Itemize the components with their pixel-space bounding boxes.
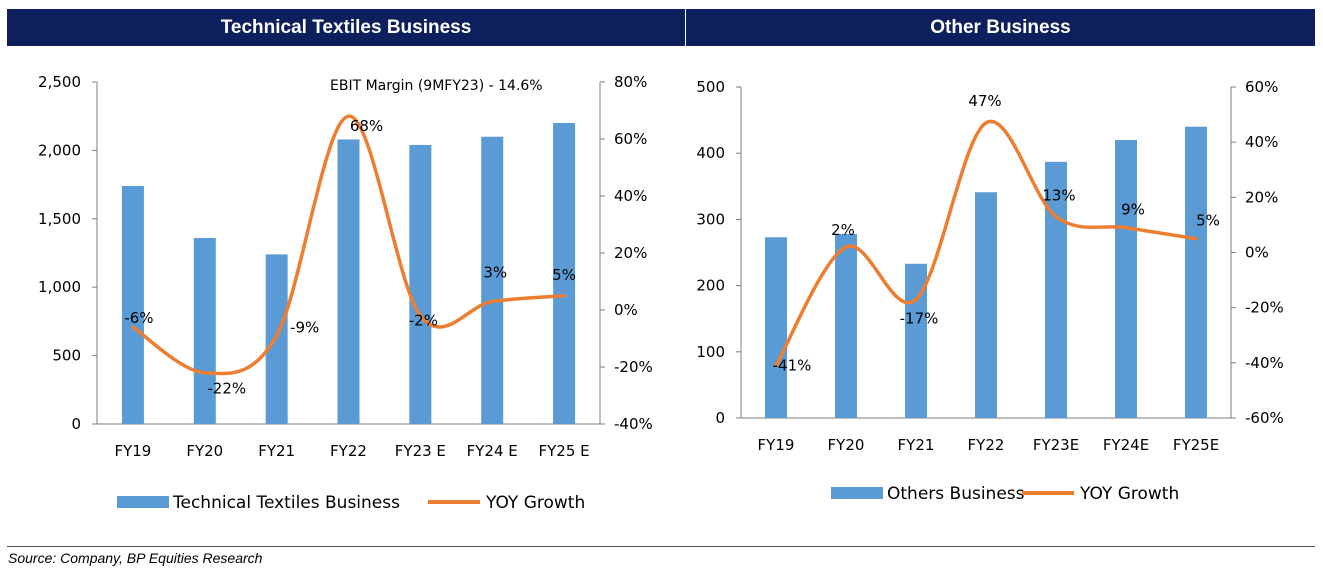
bar-fy22 xyxy=(975,192,997,418)
technical-textiles-chart: 0 500 1,000 1,500 2,000 2,500 -40% -20% 0% 20% 40%… xyxy=(38,73,653,513)
bar-fy23e xyxy=(1045,161,1067,418)
x-tick-label: FY22 xyxy=(968,436,1005,454)
legend-label-line: YOY Growth xyxy=(1079,484,1179,504)
legend-swatch-bar xyxy=(831,487,883,499)
legend-label-bar: Technical Textiles Business xyxy=(172,493,400,513)
bar-fy19 xyxy=(121,185,144,424)
x-tick-label: FY21 xyxy=(898,436,935,454)
x-tick-label: FY25 E xyxy=(539,442,590,460)
y2-tick-label: -20% xyxy=(1245,299,1284,317)
y2-tick-label: -40% xyxy=(1245,354,1284,372)
y2-tick-label: 40% xyxy=(1245,133,1278,151)
bar-fy22 xyxy=(337,139,360,424)
bar-fy20 xyxy=(835,233,857,418)
y2-tick-label: 20% xyxy=(1245,188,1278,206)
x-tick-label: FY23E xyxy=(1033,436,1079,454)
data-label: 3% xyxy=(483,263,507,281)
other-business-chart: 0 100 200 300 400 500 -60% -40% -20% 0% 20% 40% 60% F… xyxy=(696,78,1284,504)
y-tick-label: 100 xyxy=(696,343,725,361)
y-tick-label: 0 xyxy=(715,409,725,427)
x-tick-label: FY20 xyxy=(186,442,223,460)
y2-tick-label: 60% xyxy=(1245,78,1278,96)
source-note: Source: Company, BP Equities Research xyxy=(8,550,263,566)
y2-tick-label: 60% xyxy=(614,130,647,148)
yoy-growth-line xyxy=(131,114,566,376)
ebit-margin-annotation: EBIT Margin (9MFY23) - 14.6% xyxy=(330,78,543,94)
y2-tick-label: 40% xyxy=(614,187,647,205)
y2-tick-label: 0% xyxy=(1245,244,1269,262)
data-label: -6% xyxy=(124,309,153,327)
x-tick-label: FY23 E xyxy=(395,442,446,460)
y-tick-label: 1,000 xyxy=(38,278,81,296)
legend-label-bar: Others Business xyxy=(887,484,1025,504)
data-label: -41% xyxy=(773,357,812,375)
y2-tick-label: 80% xyxy=(614,73,647,91)
legend-swatch-bar xyxy=(117,496,169,508)
data-label: -22% xyxy=(207,380,246,398)
y-tick-label: 400 xyxy=(696,144,725,162)
y-tick-label: 2,500 xyxy=(38,73,81,91)
bar-fy19 xyxy=(765,237,787,418)
chart-title-technical-textiles: Technical Textiles Business xyxy=(7,9,685,46)
data-label: 5% xyxy=(1196,212,1220,230)
y-tick-label: 1,500 xyxy=(38,210,81,228)
data-label: 2% xyxy=(831,221,855,239)
data-label: 47% xyxy=(968,92,1001,110)
legend-label-line: YOY Growth xyxy=(485,493,585,513)
y-tick-label: 300 xyxy=(696,210,725,228)
data-label: -2% xyxy=(409,312,438,330)
y-tick-label: 500 xyxy=(696,78,725,96)
x-tick-label: FY24 E xyxy=(467,442,518,460)
y-tick-label: 200 xyxy=(696,277,725,295)
y2-tick-label: -20% xyxy=(614,358,653,376)
yoy-growth-line xyxy=(774,119,1198,368)
data-label: 68% xyxy=(350,117,383,135)
bar-fy21 xyxy=(265,254,288,424)
data-label: 5% xyxy=(552,266,576,284)
x-tick-label: FY19 xyxy=(114,442,151,460)
data-label: 9% xyxy=(1121,201,1145,219)
chart-title-other-business: Other Business xyxy=(686,9,1315,46)
bar-fy20 xyxy=(193,237,216,424)
bar-fy25e xyxy=(1185,126,1207,418)
y2-tick-label: 20% xyxy=(614,244,647,262)
x-tick-label: FY24E xyxy=(1103,436,1149,454)
x-tick-label: FY20 xyxy=(828,436,865,454)
x-tick-label: FY21 xyxy=(258,442,295,460)
y-tick-label: 0 xyxy=(71,415,81,433)
y-tick-label: 2,000 xyxy=(38,141,81,159)
x-tick-label: FY22 xyxy=(330,442,367,460)
data-label: 13% xyxy=(1042,187,1075,205)
data-label: -17% xyxy=(900,309,939,327)
footer-divider xyxy=(7,546,1315,547)
y2-tick-label: -40% xyxy=(614,415,653,433)
bar-fy24e xyxy=(481,136,504,424)
x-tick-label: FY19 xyxy=(758,436,795,454)
bar-fy24e xyxy=(1115,139,1137,418)
data-label: -9% xyxy=(290,319,319,337)
y2-tick-label: -60% xyxy=(1245,409,1284,427)
y2-tick-label: 0% xyxy=(614,301,638,319)
bar-fy23e xyxy=(409,144,432,424)
bar-fy25e xyxy=(553,123,576,424)
y-tick-label: 500 xyxy=(52,347,81,365)
x-tick-label: FY25E xyxy=(1173,436,1219,454)
